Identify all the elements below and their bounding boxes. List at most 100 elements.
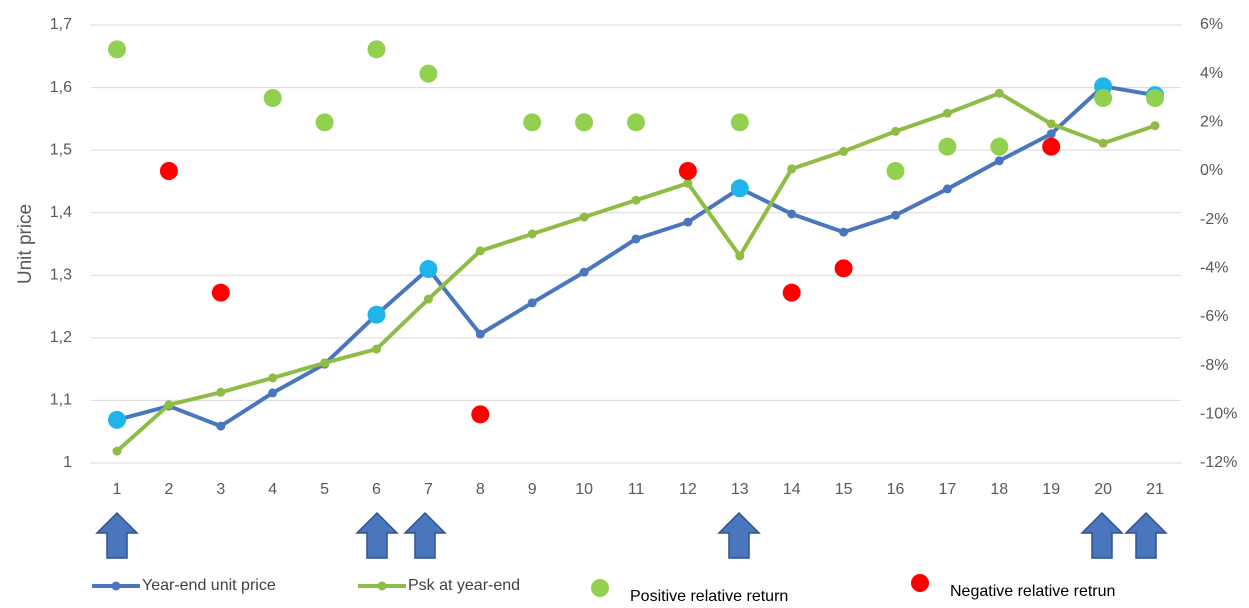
y2-tick-label: -2%	[1200, 211, 1228, 228]
point	[631, 195, 641, 205]
x-tick-label: 16	[887, 481, 905, 498]
point	[216, 387, 226, 397]
scatter-point	[990, 137, 1009, 156]
arrow	[355, 511, 399, 559]
scatter-point	[523, 113, 542, 132]
point	[942, 108, 952, 118]
scatter-point	[159, 162, 178, 180]
x-tick-label: 2	[164, 481, 173, 498]
x-tick-label: 7	[424, 481, 433, 498]
point	[994, 88, 1004, 98]
legend-label: Negative relative retrun	[950, 583, 1115, 600]
legend-label: Positive relative return	[630, 588, 788, 603]
y2-tick-label: 0%	[1200, 162, 1223, 179]
point	[1150, 121, 1160, 131]
x-tick-label: 18	[990, 481, 1008, 498]
arrow	[1080, 511, 1124, 559]
y2-tick-label: -4%	[1200, 260, 1228, 277]
scatter-point	[938, 137, 957, 156]
x-tick-label: 3	[216, 481, 225, 498]
point	[1046, 119, 1056, 129]
point	[730, 179, 749, 198]
y2-tick-label: -8%	[1200, 357, 1228, 374]
point	[475, 329, 485, 339]
scatter-point	[1146, 89, 1164, 107]
x-tick-label: 5	[320, 481, 329, 498]
y2-tick-label: -6%	[1200, 308, 1228, 325]
point	[683, 217, 693, 227]
point	[735, 251, 745, 261]
point	[1098, 138, 1108, 148]
arrow	[1124, 511, 1168, 559]
x-tick-label: 8	[476, 481, 485, 498]
y-tick-label: 1	[63, 454, 72, 471]
point	[527, 298, 537, 308]
y-tick-label: 1,7	[50, 16, 72, 33]
scatter-point	[575, 113, 594, 132]
point	[891, 210, 900, 220]
point	[839, 146, 849, 156]
point	[787, 209, 797, 219]
x-tick-label: 14	[783, 481, 801, 498]
point	[891, 126, 900, 136]
y-tick-label: 1,5	[50, 141, 72, 158]
scatter-point	[886, 162, 905, 180]
x-tick-label: 15	[835, 481, 853, 498]
x-tick-label: 4	[268, 481, 277, 498]
scatter-point	[730, 113, 749, 132]
y2-tick-label: 6%	[1200, 16, 1223, 33]
y2-tick-label: -12%	[1200, 454, 1237, 471]
legend-swatch	[591, 579, 609, 597]
point	[1046, 129, 1056, 139]
y-tick-label: 1,1	[50, 392, 72, 409]
x-tick-label: 6	[372, 481, 381, 498]
point	[367, 305, 386, 324]
y-tick-label: 1,6	[50, 79, 72, 96]
point	[268, 373, 278, 383]
x-tick-label: 12	[679, 481, 697, 498]
y-tick-label: 1,3	[50, 267, 72, 284]
y2-tick-label: -10%	[1200, 406, 1237, 423]
arrow	[717, 511, 761, 559]
scatter-point	[315, 113, 334, 132]
point	[942, 184, 952, 194]
point	[216, 421, 226, 431]
point	[320, 358, 330, 368]
x-tick-label: 1	[113, 481, 122, 498]
point	[527, 229, 537, 239]
scatter-point	[471, 405, 490, 424]
arrows	[95, 511, 1168, 559]
scatter-point	[834, 259, 853, 278]
point	[372, 344, 381, 354]
point	[631, 234, 641, 244]
scatter-point	[782, 283, 801, 302]
y-tick-label: 1,2	[50, 329, 72, 346]
point	[839, 227, 849, 237]
x-tick-label: 21	[1146, 481, 1164, 498]
scatter-point	[108, 40, 126, 59]
scatter-point	[678, 162, 697, 180]
point	[419, 260, 438, 279]
x-tick-label: 11	[628, 481, 645, 498]
scatter-point	[419, 64, 438, 83]
legend-label: Year-end unit price	[142, 577, 276, 594]
x-tick-label: 9	[528, 481, 537, 498]
x-tick-label: 10	[575, 481, 593, 498]
x-tick-label: 17	[939, 481, 957, 498]
scatter-point	[263, 89, 282, 107]
scatter-point	[211, 283, 230, 302]
point	[164, 400, 174, 410]
y-axis-label: Unit price	[15, 204, 36, 284]
point	[579, 267, 589, 277]
y-tick-label: 1,4	[50, 204, 72, 221]
point	[683, 178, 693, 188]
legend-label: Psk at year-end	[408, 577, 520, 594]
point	[475, 246, 485, 256]
scatter-point	[627, 113, 645, 132]
point	[108, 410, 126, 429]
point	[579, 212, 589, 222]
point	[268, 388, 278, 398]
point	[994, 156, 1004, 166]
point	[787, 164, 797, 174]
y2-tick-label: 2%	[1200, 114, 1223, 131]
